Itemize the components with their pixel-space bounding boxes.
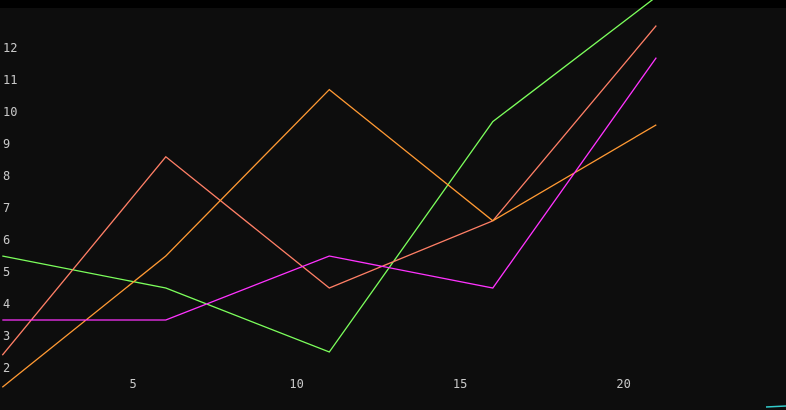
y-tick-label: 9 [3,137,10,151]
y-tick-label: 6 [3,233,10,247]
x-tick-label: 5 [129,377,136,391]
x-axis-ticks: 5 10 15 20 [129,377,630,391]
y-tick-label: 2 [3,361,10,375]
y-tick-label: 8 [3,169,10,183]
y-tick-label: 4 [3,297,10,311]
series-line-1 [2,0,654,353]
x-tick-label: 10 [289,377,303,391]
y-tick-label: 7 [3,201,10,215]
y-tick-label: 3 [3,329,10,343]
y-axis-ticks: 2 3 4 5 6 7 8 9 10 11 12 [3,41,17,375]
y-tick-label: 10 [3,105,17,119]
x-tick-label: 15 [453,377,467,391]
corner-marker [765,405,786,408]
plot-background [0,8,786,410]
series-line-4 [2,57,657,321]
y-tick-label: 12 [3,41,17,55]
y-tick-label: 5 [3,265,10,279]
x-tick-label: 20 [616,377,630,391]
y-tick-label: 11 [3,73,17,87]
series-line-3 [1,88,657,388]
series-layer [1,0,657,388]
series-line-2 [1,25,657,356]
top-strip [0,0,786,8]
